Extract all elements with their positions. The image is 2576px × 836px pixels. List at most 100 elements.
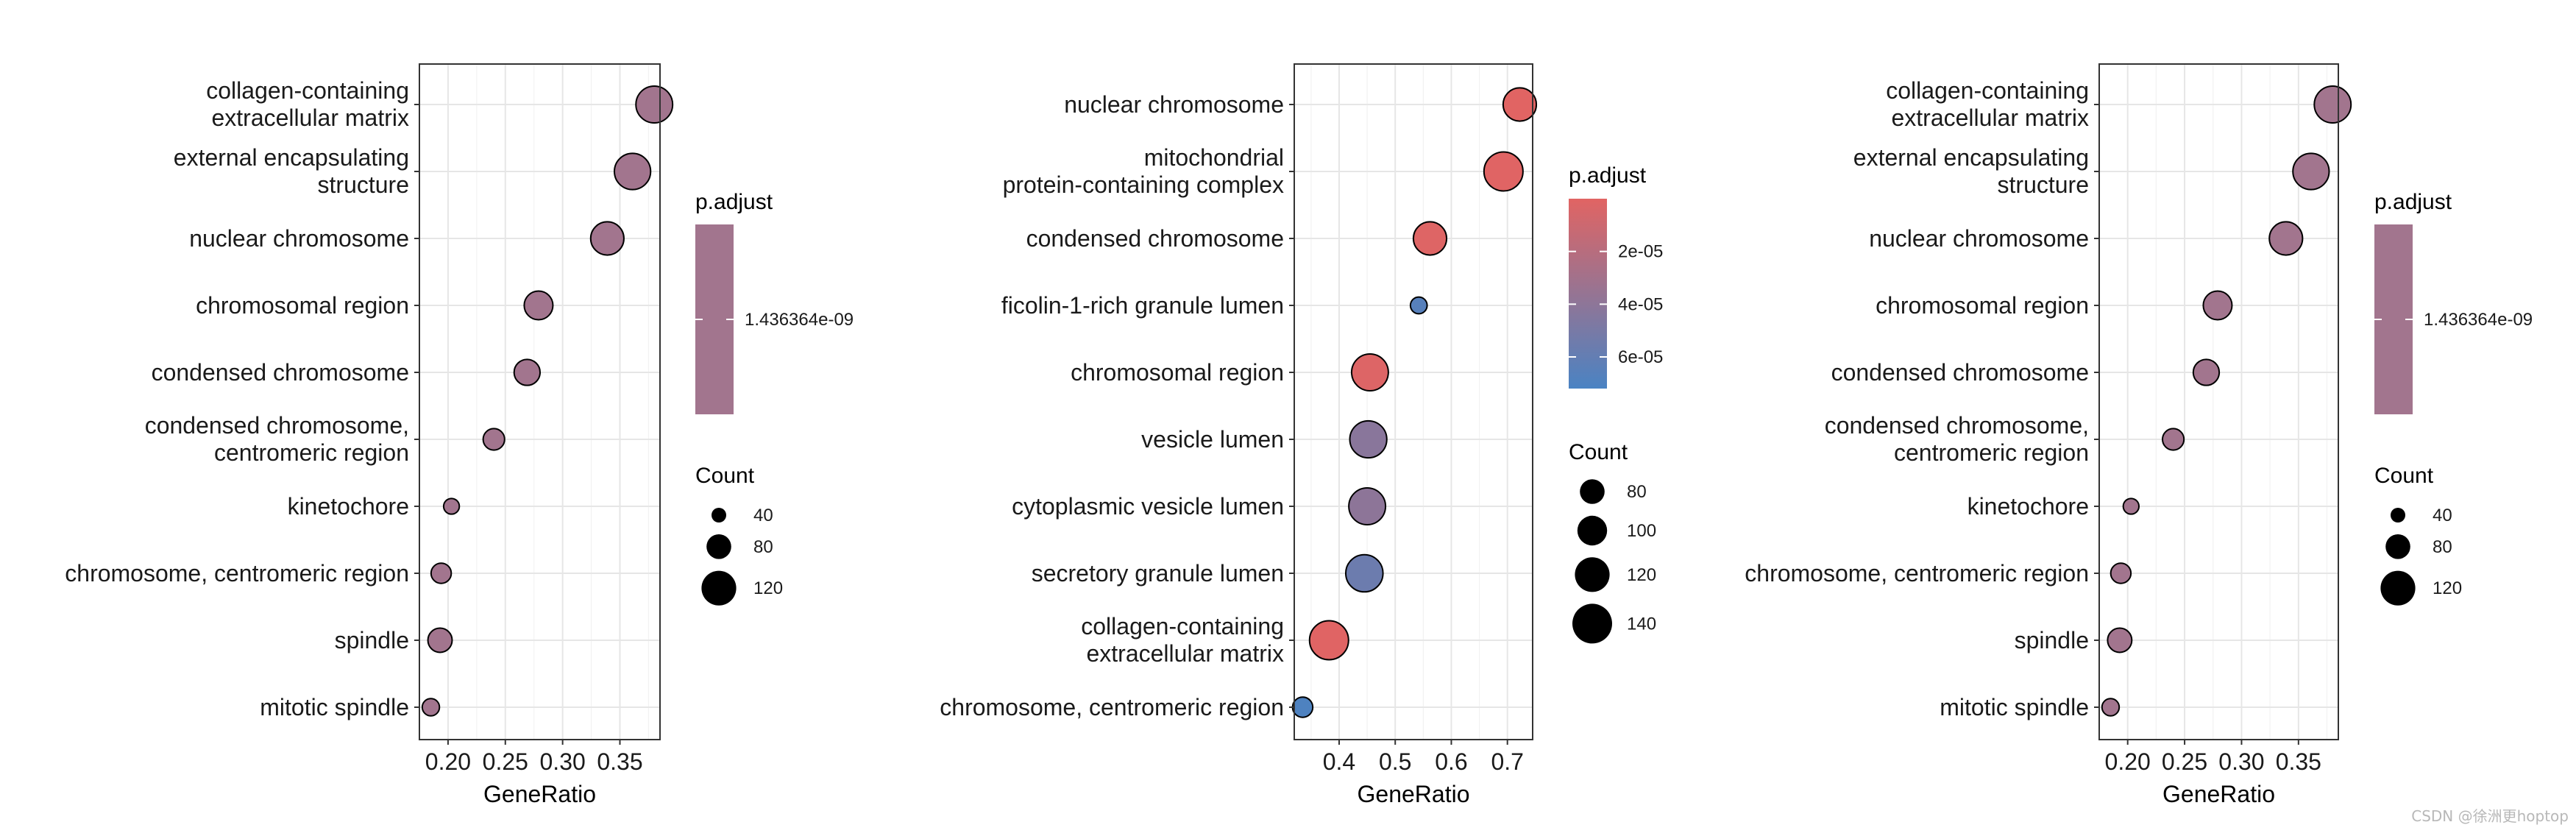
data-point [513,358,542,386]
data-point [2268,221,2304,256]
y-tick-label: condensed chromosome [1831,359,2089,386]
size-legend-label: 140 [1627,614,1656,634]
data-point [1483,151,1524,192]
x-tick-label: 0.30 [540,748,586,775]
y-tick-label: collagen-containing extracellular matrix [1081,613,1284,667]
y-tick-label: chromosome, centromeric region [65,560,409,587]
data-point [1344,553,1384,593]
y-tick-label: external encapsulating structure [1853,144,2089,198]
y-tick-label: secretory granule lumen [1032,560,1284,587]
colorbar-label: 2e-05 [1618,242,1663,262]
x-tick-label: 0.25 [483,748,528,775]
x-axis-title: GeneRatio [1358,781,1470,807]
panel-border [1294,63,1533,740]
x-tick-label: 0.4 [1323,748,1355,775]
size-legend-label: 120 [753,578,783,598]
x-axis-title: GeneRatio [2162,781,2275,807]
size-legend-label: 100 [1627,521,1656,541]
size-legend-key [2385,534,2410,559]
size-legend-key [1577,515,1608,546]
data-point [430,562,453,584]
color-legend-title: p.adjust [695,190,773,214]
x-tick-label: 0.35 [2276,748,2321,775]
chart-panel-1: collagen-containing extracellular matrix e… [65,63,854,807]
y-tick-label: chromosome, centromeric region [1745,560,2089,587]
size-legend-label: 120 [1627,565,1656,585]
x-tick-label: 0.25 [2162,748,2207,775]
y-tick-label: mitotic spindle [260,694,409,720]
data-point [523,290,554,321]
x-tick-label: 0.35 [597,748,642,775]
panel-border [419,63,661,740]
y-tick-label: nuclear chromosome [1869,225,2089,252]
legend: p.adjust 1.436364e-09 Count 40 80 120 [2374,190,2533,606]
y-tick-label: spindle [2015,627,2089,653]
data-point [2107,627,2133,653]
size-legend-label: 80 [753,537,773,557]
data-point [2110,562,2132,584]
size-legend-title: Count [695,464,755,488]
size-legend-key [2380,570,2416,606]
size-legend-title: Count [2374,464,2434,488]
y-tick-label: condensed chromosome [152,359,409,386]
data-point [2122,497,2140,515]
y-tick-label: chromosomal region [1071,359,1284,386]
colorbar-label: 6e-05 [1618,347,1663,367]
data-point [1409,296,1428,315]
colorbar-label: 1.436364e-09 [745,310,854,330]
y-tick-label: nuclear chromosome [189,225,409,252]
data-point [2292,152,2330,191]
x-tick-label: 0.6 [1435,748,1467,775]
y-tick-label: kinetochore [288,493,409,520]
x-tick-label: 0.7 [1491,748,1523,775]
data-point [2192,358,2221,386]
legend: p.adjust 2e-05 4e-05 6e-05 Count 80 100 120 140 [1569,163,1663,644]
size-legend-label: 40 [753,506,773,525]
data-point [1348,487,1387,525]
data-point [2202,290,2233,321]
data-point [635,85,674,124]
color-legend-title: p.adjust [1569,163,1647,188]
y-tick-label: collagen-containing extracellular matrix [1886,77,2089,131]
data-point [482,428,505,451]
y-tick-label: collagen-containing extracellular matrix [206,77,409,131]
size-legend-key [1575,557,1610,592]
y-tick-label: chromosomal region [1876,292,2089,319]
y-tick-label: condensed chromosome [1026,225,1284,252]
data-point [442,497,461,515]
data-point [614,152,652,191]
color-legend-title: p.adjust [2374,190,2452,214]
chart-panel-3: collagen-containing extracellular matrix e… [1745,63,2533,807]
data-point [1502,87,1538,122]
data-point [2162,428,2185,451]
y-tick-label: nuclear chromosome [1064,91,1284,118]
x-tick-label: 0.30 [2218,748,2264,775]
y-tick-label: mitochondrial protein-containing complex [1003,144,1284,198]
y-tick-label: chromosome, centromeric region [940,694,1284,720]
data-point [2101,698,2121,717]
data-point [1291,696,1314,718]
data-point [421,698,441,717]
y-tick-label: condensed chromosome, centromeric region [145,412,409,466]
x-tick-label: 0.5 [1379,748,1411,775]
size-legend-label: 120 [2433,578,2462,598]
panel-border [2098,63,2339,740]
colorbar-label: 1.436364e-09 [2424,310,2533,330]
size-legend-label: 80 [1627,482,1647,502]
y-tick-label: external encapsulating structure [174,144,409,198]
size-legend-key [1580,479,1605,504]
colorbar-label: 4e-05 [1618,294,1663,314]
legend: p.adjust 1.436364e-09 Count 40 80 120 [695,190,854,606]
y-tick-label: spindle [335,627,409,653]
x-tick-label: 0.20 [425,748,471,775]
size-legend-key [2391,508,2405,522]
y-tick-label: chromosomal region [196,292,409,319]
y-tick-label: ficolin-1-rich granule lumen [1001,292,1284,319]
size-legend-title: Count [1569,440,1628,464]
size-legend-label: 80 [2433,537,2452,557]
y-tick-label: cytoplasmic vesicle lumen [1012,493,1284,520]
size-legend-label: 40 [2433,506,2452,525]
x-axis-title: GeneRatio [483,781,596,807]
y-tick-label: kinetochore [1968,493,2089,520]
chart-panel-2: nuclear chromosome mitochondrial protein-c… [940,63,1663,807]
